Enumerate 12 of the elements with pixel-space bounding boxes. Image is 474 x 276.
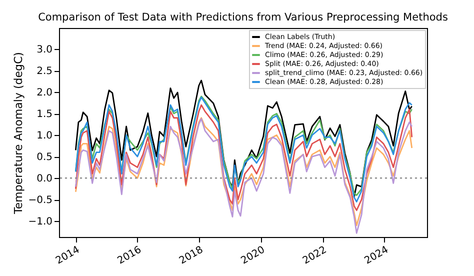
line-series (74, 80, 413, 198)
y-tick-label: −1.0 (28, 216, 52, 228)
y-tick-label: 1.0 (36, 130, 52, 142)
y-tick-label: 3.0 (36, 44, 52, 56)
y-tick-label: 0.5 (36, 152, 52, 164)
chart-title: Comparison of Test Data with Predictions from Various Preprocessing Methods (38, 12, 448, 24)
y-tick-label: −0.5 (28, 195, 52, 206)
y-tick-label: 1.5 (36, 109, 52, 120)
y-tick-label: 0.0 (36, 174, 52, 185)
y-tick-label: 2.5 (36, 66, 52, 78)
y-axis-title: Temperature Anomaly (degC) (12, 52, 26, 215)
y-tick-label: 2.0 (36, 88, 52, 99)
